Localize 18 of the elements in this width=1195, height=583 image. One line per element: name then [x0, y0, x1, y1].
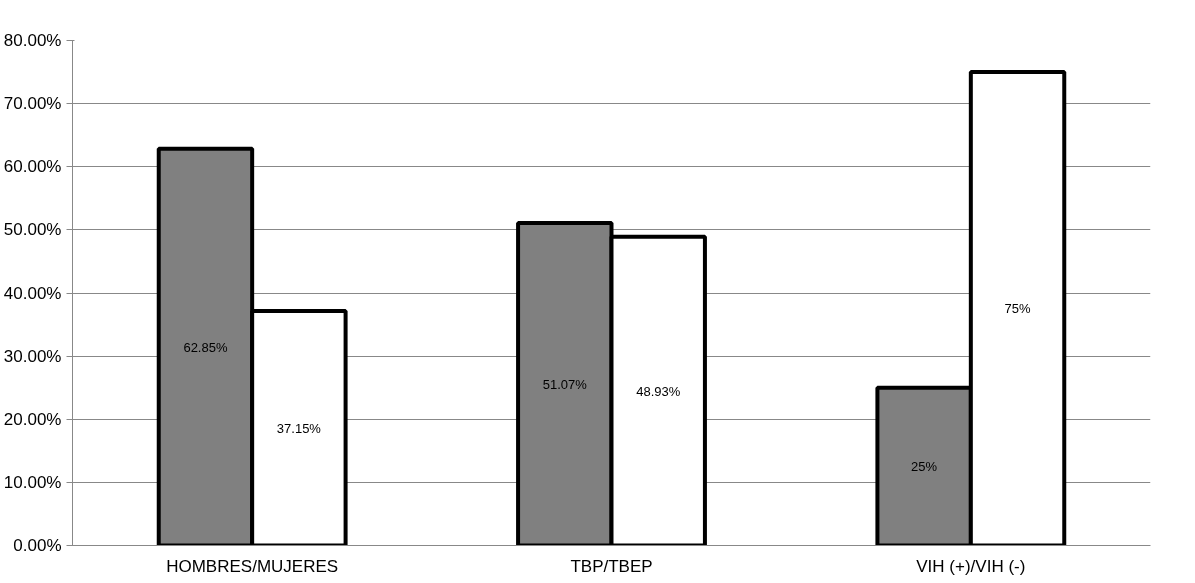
x-tick-label: TBP/TBEP	[570, 556, 653, 576]
data-label: 51.07%	[542, 376, 588, 392]
y-tick-label: 60.00%	[3, 157, 62, 177]
y-tick-label: 0.00%	[13, 536, 62, 555]
data-label: 48.93%	[636, 383, 681, 399]
y-tick-label: 70.00%	[3, 94, 62, 114]
data-label: 37.15%	[276, 420, 322, 436]
data-label: 62.85%	[183, 339, 228, 355]
y-tick-label: 20.00%	[3, 409, 62, 429]
data-label: 75%	[1004, 301, 1031, 317]
y-tick-label: 80.00%	[3, 31, 62, 50]
x-tick-label: HOMBRES/MUJERES	[166, 556, 339, 576]
x-tick-label: VIH (+)/VIH (-)	[916, 556, 1026, 576]
y-tick-label: 10.00%	[3, 472, 62, 492]
y-tick-label: 50.00%	[3, 220, 62, 240]
y-tick-label: 30.00%	[3, 346, 62, 366]
data-label: 25%	[911, 459, 938, 475]
y-tick-label: 40.00%	[3, 283, 62, 303]
